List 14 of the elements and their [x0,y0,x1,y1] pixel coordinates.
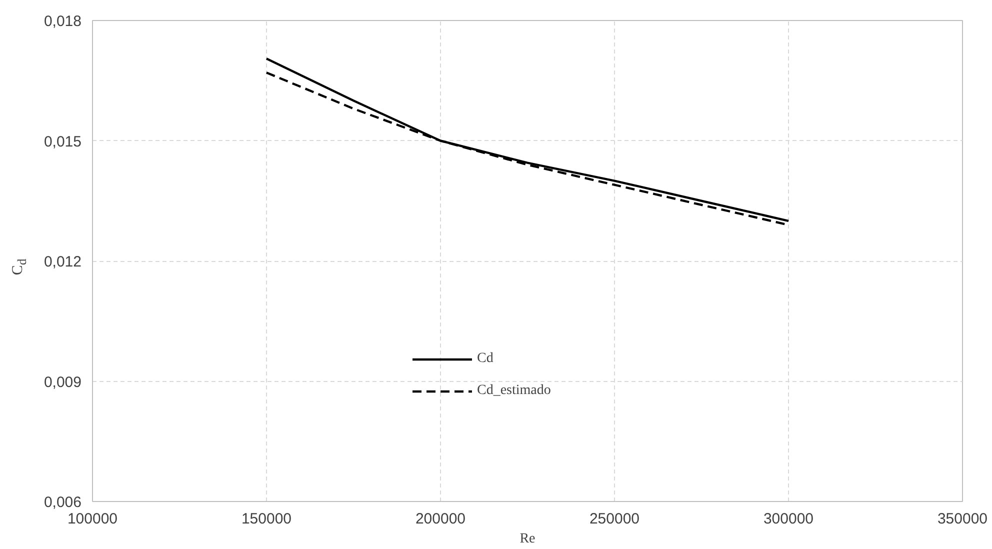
x-axis-title: Re [520,532,536,546]
x-tick-label: 100000 [67,510,118,528]
x-tick-label: 200000 [415,510,466,528]
y-tick-label: 0,012 [44,254,82,270]
legend-label: Cd_estimado [477,383,551,399]
legend-label: Cd [477,351,494,367]
y-tick-label: 0,018 [44,13,82,30]
x-tick-label: 250000 [589,510,640,528]
x-tick-label: 150000 [241,510,292,528]
x-tick-label: 300000 [763,510,814,528]
y-tick-label: 0,009 [44,374,82,391]
y-tick-label: 0,006 [44,494,82,511]
x-tick-label: 350000 [937,510,988,528]
y-tick-label: 0,015 [44,133,82,150]
